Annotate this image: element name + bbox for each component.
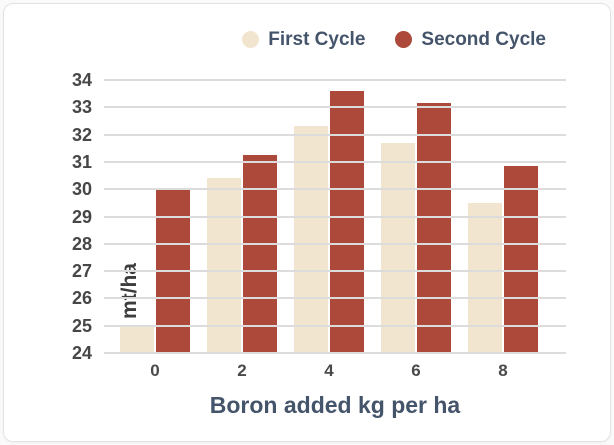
legend-label: First Cycle <box>268 29 366 50</box>
bar-second-cycle <box>243 155 277 353</box>
x-tick-label: 6 <box>411 361 421 380</box>
y-tick-label: 34 <box>71 70 92 90</box>
chart-card: First Cycle Second Cycle mt/ha 34 33 32 31 30… <box>3 3 611 442</box>
bar-second-cycle <box>504 166 538 353</box>
bar-first-cycle <box>468 202 502 353</box>
gridline <box>104 160 566 163</box>
chart-legend: First Cycle Second Cycle <box>242 30 546 49</box>
plot-area: mt/ha 34 33 32 31 30 29 28 27 26 25 24 <box>72 71 566 362</box>
y-tick-label: 28 <box>71 233 92 254</box>
x-axis-title: Boron added kg per ha <box>209 392 461 418</box>
x-tick-label: 0 <box>150 361 160 380</box>
gridline <box>104 242 566 245</box>
x-tick-label: 2 <box>237 361 247 380</box>
bar-first-cycle <box>381 142 415 353</box>
y-tick-label: 30 <box>71 179 92 200</box>
legend-label: Second Cycle <box>421 29 546 50</box>
gridline <box>104 106 566 109</box>
legend-item-first-cycle[interactable]: First Cycle <box>242 30 365 49</box>
gridline <box>104 270 566 273</box>
bar-first-cycle <box>294 126 328 353</box>
gridline <box>104 133 566 136</box>
y-tick-label: 31 <box>71 151 92 172</box>
bar-first-cycle <box>207 178 241 353</box>
bar-group <box>381 80 451 353</box>
bar-second-cycle <box>330 90 364 353</box>
y-tick-label: 33 <box>71 97 92 118</box>
y-tick-label: 24 <box>71 343 92 363</box>
bar-second-cycle <box>417 103 451 353</box>
legend-swatch-first-cycle <box>242 31 260 48</box>
gridline <box>104 188 566 191</box>
legend-item-second-cycle[interactable]: Second Cycle <box>395 30 546 49</box>
y-tick-label: 29 <box>71 206 92 227</box>
gridline <box>104 297 566 300</box>
bar-group <box>468 80 538 353</box>
gridline <box>104 79 566 81</box>
bar-first-cycle <box>120 325 154 353</box>
legend-swatch-second-cycle <box>395 31 413 48</box>
bar-group <box>207 80 277 353</box>
y-tick-label: 25 <box>71 315 92 336</box>
x-axis-tick-row: 0 2 4 6 8 <box>104 362 566 379</box>
y-tick-label: 27 <box>71 261 92 282</box>
gridline <box>104 215 566 218</box>
x-tick-label: 4 <box>324 361 334 380</box>
y-tick-label: 32 <box>71 124 92 145</box>
gridline <box>104 324 566 327</box>
x-tick-label: 8 <box>498 361 508 380</box>
y-tick-label: 26 <box>71 288 92 309</box>
gridline <box>104 352 566 354</box>
